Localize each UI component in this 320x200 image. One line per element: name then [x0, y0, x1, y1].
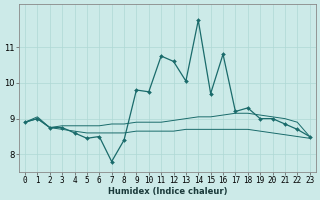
X-axis label: Humidex (Indice chaleur): Humidex (Indice chaleur): [108, 187, 227, 196]
